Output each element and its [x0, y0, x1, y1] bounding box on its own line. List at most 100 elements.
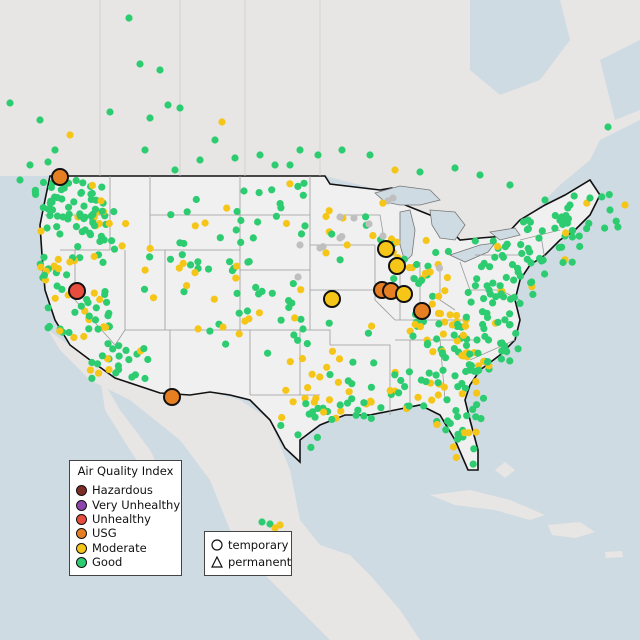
monitor-dot: [492, 293, 500, 301]
monitor-dot: [570, 192, 578, 200]
monitor-dot: [235, 309, 243, 317]
monitor-dot: [377, 404, 385, 412]
monitor-dot: [232, 274, 240, 282]
legend-item-temporary: temporary: [211, 537, 288, 553]
large-monitor-marker: [51, 168, 69, 186]
monitor-dot: [439, 366, 447, 374]
monitor-dot: [277, 204, 285, 212]
monitor-dot: [233, 289, 241, 297]
monitor-dot: [56, 230, 64, 238]
monitor-dot: [223, 204, 231, 212]
monitor-dot: [164, 101, 172, 109]
monitor-dot: [328, 415, 336, 424]
large-monitor-marker: [68, 282, 86, 300]
monitor-dot: [471, 282, 479, 290]
monitor-dot: [539, 256, 547, 264]
monitor-dot: [496, 282, 504, 290]
monitor-dot: [108, 237, 116, 245]
monitor-dot: [285, 303, 293, 312]
monitor-dot: [360, 399, 368, 407]
monitor-dot: [336, 234, 344, 242]
monitor-dot: [365, 220, 373, 228]
monitor-dot: [299, 325, 307, 333]
monitor-dot: [320, 408, 328, 416]
monitor-dot: [424, 339, 432, 347]
monitor-dot: [249, 234, 257, 242]
monitor-dot: [314, 404, 322, 412]
monitor-dot: [471, 237, 479, 245]
monitor-dot: [366, 151, 374, 159]
monitor-dot: [95, 369, 103, 377]
monitor-dot: [559, 258, 567, 267]
monitor-dot: [564, 215, 573, 223]
monitor-dot: [285, 297, 293, 305]
monitor-dot: [555, 244, 563, 252]
monitor-dot: [167, 211, 175, 219]
monitor-dot: [277, 421, 285, 430]
bahamas-land: [495, 462, 515, 478]
monitor-dot: [144, 355, 152, 364]
monitor-dot: [294, 336, 302, 344]
monitor-dot: [314, 151, 322, 159]
monitor-dot: [294, 431, 302, 439]
monitor-dot: [6, 99, 14, 107]
monitor-dot: [299, 191, 307, 199]
monitor-dot: [104, 340, 112, 348]
monitor-dot: [80, 202, 88, 210]
monitor-dot: [59, 213, 67, 221]
monitor-dot: [364, 329, 372, 337]
monitor-dot: [466, 366, 474, 374]
monitor-dot: [51, 294, 59, 302]
monitor-dot: [432, 248, 440, 257]
monitor-dot: [98, 183, 106, 191]
monitor-dot: [40, 271, 49, 279]
monitor-dot: [210, 295, 218, 303]
monitor-dot: [489, 279, 497, 287]
monitor-dot: [506, 310, 514, 318]
monitor-dot: [461, 322, 470, 330]
monitor-dot: [192, 195, 200, 204]
monitor-dot: [301, 394, 309, 402]
monitor-dot: [458, 379, 466, 388]
monitor-dot: [80, 215, 88, 223]
monitor-dot: [443, 274, 451, 282]
monitor-dot: [310, 398, 318, 406]
monitor-type-legend: temporary permanent: [204, 531, 292, 576]
monitor-dot: [88, 358, 96, 367]
monitor-dot: [518, 249, 526, 258]
monitor-dot: [141, 374, 149, 383]
monitor-dot: [473, 275, 481, 283]
monitor-dot: [70, 198, 78, 206]
monitor-dot: [74, 243, 82, 251]
monitor-dot: [101, 290, 109, 299]
monitor-dot: [460, 429, 468, 437]
monitor-dot: [194, 258, 202, 266]
monitor-dot: [475, 366, 483, 374]
monitor-dot: [88, 374, 96, 382]
monitor-dot: [233, 262, 241, 270]
large-monitor-marker: [395, 285, 413, 303]
monitor-dot: [576, 242, 584, 251]
monitor-dot: [204, 265, 213, 273]
monitor-dot: [237, 216, 245, 225]
monitor-dot: [443, 396, 451, 404]
monitor-dot: [484, 336, 493, 344]
monitor-dot: [43, 224, 51, 232]
monitor-dot: [141, 146, 149, 154]
monitor-dot: [65, 328, 73, 337]
monitor-dot: [311, 413, 319, 421]
monitor-dot: [71, 308, 79, 316]
monitor-dot: [415, 279, 423, 288]
monitor-dot: [87, 190, 95, 198]
aqi-legend: Air Quality Index Hazardous Very Unhealt…: [69, 460, 182, 576]
legend-label: Unhealthy: [92, 512, 151, 526]
monitor-dot: [352, 411, 360, 419]
monitor-dot: [476, 171, 484, 179]
large-aqi-markers: [51, 168, 431, 406]
legend-item-usg: USG: [76, 526, 117, 540]
monitor-dot: [237, 238, 245, 246]
monitor-dot: [605, 191, 613, 199]
monitor-dot: [429, 292, 437, 300]
monitor-dot: [56, 327, 64, 335]
monitor-dot: [368, 322, 376, 330]
